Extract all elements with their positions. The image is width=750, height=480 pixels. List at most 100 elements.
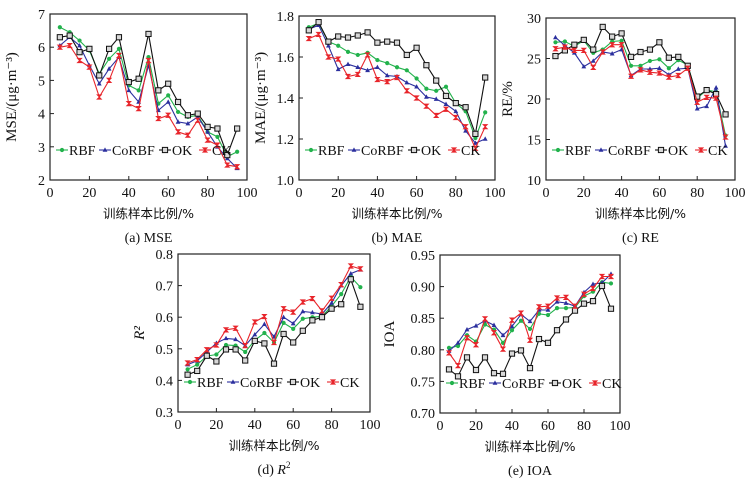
data-point-ck (433, 112, 440, 119)
series-line-ck (555, 44, 727, 138)
x-tick-label: 20 (577, 186, 591, 201)
data-point-rbf (666, 66, 671, 71)
x-tick-label: 0 (47, 186, 54, 201)
legend-label-ck: CK (340, 376, 359, 391)
data-point-ck (338, 282, 345, 288)
data-point-ok (445, 366, 453, 373)
legend-marker-corbf (492, 380, 498, 385)
data-point-ck (194, 117, 201, 123)
x-tick-label: 40 (370, 186, 384, 201)
y-tick-label: 20 (527, 93, 541, 108)
data-point-ok (553, 327, 561, 334)
data-point-ok (535, 335, 543, 343)
data-point-ok (251, 337, 258, 345)
data-point-ok (454, 373, 462, 380)
data-point-ck (344, 73, 352, 80)
y-tick-label: 10 (527, 174, 541, 189)
y-tick-label: 5 (38, 74, 45, 89)
y-axis-label: RE/% (500, 81, 516, 117)
data-point-ck (462, 124, 469, 130)
data-point-corbf (175, 119, 181, 124)
data-point-ck (290, 309, 297, 315)
data-point-ck (535, 304, 543, 310)
data-point-ok (508, 350, 516, 357)
data-point-ok (232, 346, 239, 353)
data-point-ck (526, 337, 534, 343)
chart-mse: 2 3 4 5 6 7 0 20 40 60 80 100 训练样本比例/% MSE/(μg·m⁻³) (a… (4, 8, 258, 246)
data-point-ok (552, 52, 559, 60)
data-point-ck (712, 95, 720, 101)
data-point-ck (165, 112, 172, 118)
data-point-corbf (185, 120, 191, 126)
chart-caption: (e) IOA (508, 464, 553, 479)
data-point-ck (315, 31, 322, 38)
data-point-corbf (384, 72, 390, 78)
data-point-ck (184, 132, 192, 138)
data-point-ck (125, 101, 132, 107)
data-point-ok (589, 298, 597, 305)
data-point-ck (105, 77, 113, 83)
y-tick-label: 0.5 (156, 343, 174, 358)
data-point-rbf (628, 63, 634, 68)
data-point-rbf (175, 109, 181, 115)
data-point-ck (423, 103, 430, 109)
data-point-ck (299, 299, 306, 305)
data-point-rbf (394, 65, 400, 70)
x-tick-label: 20 (331, 186, 345, 201)
data-point-rbf (527, 326, 533, 332)
data-point-rbf (455, 343, 461, 349)
x-tick-label: 40 (505, 419, 519, 434)
data-point-ck (354, 71, 361, 78)
data-point-ck (571, 47, 578, 53)
data-point-ck (472, 342, 480, 348)
series-line-ck (308, 33, 486, 150)
legend-label-ck: CK (461, 144, 480, 159)
data-point-corbf (281, 314, 286, 319)
data-point-ck (607, 273, 615, 280)
legend-label-rbf: RBF (197, 376, 224, 391)
data-point-rbf (483, 110, 488, 115)
x-tick-label: 60 (161, 186, 175, 201)
data-point-rbf (638, 63, 643, 68)
data-point-ck (454, 363, 462, 369)
data-point-ok (562, 316, 570, 323)
legend-marker-ck (697, 147, 705, 153)
y-tick-label: 0.90 (411, 281, 436, 296)
data-point-rbf (518, 318, 524, 323)
data-point-rbf (195, 362, 200, 367)
data-point-ck (403, 88, 410, 94)
x-axis-label: 训练样本比例/% (228, 438, 319, 453)
legend: RBF CoRBF OK CK (446, 377, 621, 392)
data-point-ok (490, 370, 498, 377)
data-point-ck (482, 124, 489, 130)
x-axis-label: 训练样本比例/% (484, 439, 575, 454)
data-point-corbf (165, 99, 171, 104)
data-point-ok (290, 339, 297, 346)
data-point-ck (452, 114, 459, 121)
data-point-ok (318, 314, 326, 321)
data-point-ck (251, 319, 258, 325)
y-tick-label: 0.75 (411, 375, 436, 390)
legend-label-ok: OK (300, 376, 320, 391)
data-point-ck (305, 35, 312, 42)
data-point-rbf (657, 57, 662, 62)
data-point-ck (499, 346, 507, 352)
data-point-ck (203, 347, 210, 353)
caption-prefix: (c) (622, 231, 641, 246)
series-ok (56, 30, 241, 159)
data-point-ok (184, 371, 191, 378)
data-point-rbf (404, 68, 409, 73)
data-point-corbf (463, 128, 468, 133)
legend-label-ok: OK (421, 144, 441, 159)
data-point-ck (694, 99, 701, 105)
data-point-ck (544, 303, 552, 309)
data-point-corbf (713, 85, 719, 90)
y-tick-label: 0.85 (411, 312, 436, 327)
data-point-ok (96, 72, 103, 79)
chart-re: 10 15 20 25 30 0 20 40 60 80 100 训练样本比例/% RE/% (c) RE… (500, 12, 746, 246)
data-point-ok (403, 51, 410, 59)
data-point-rbf (414, 76, 419, 81)
data-point-ck (115, 52, 123, 59)
data-point-corbf (205, 129, 210, 134)
data-point-rbf (243, 349, 248, 355)
